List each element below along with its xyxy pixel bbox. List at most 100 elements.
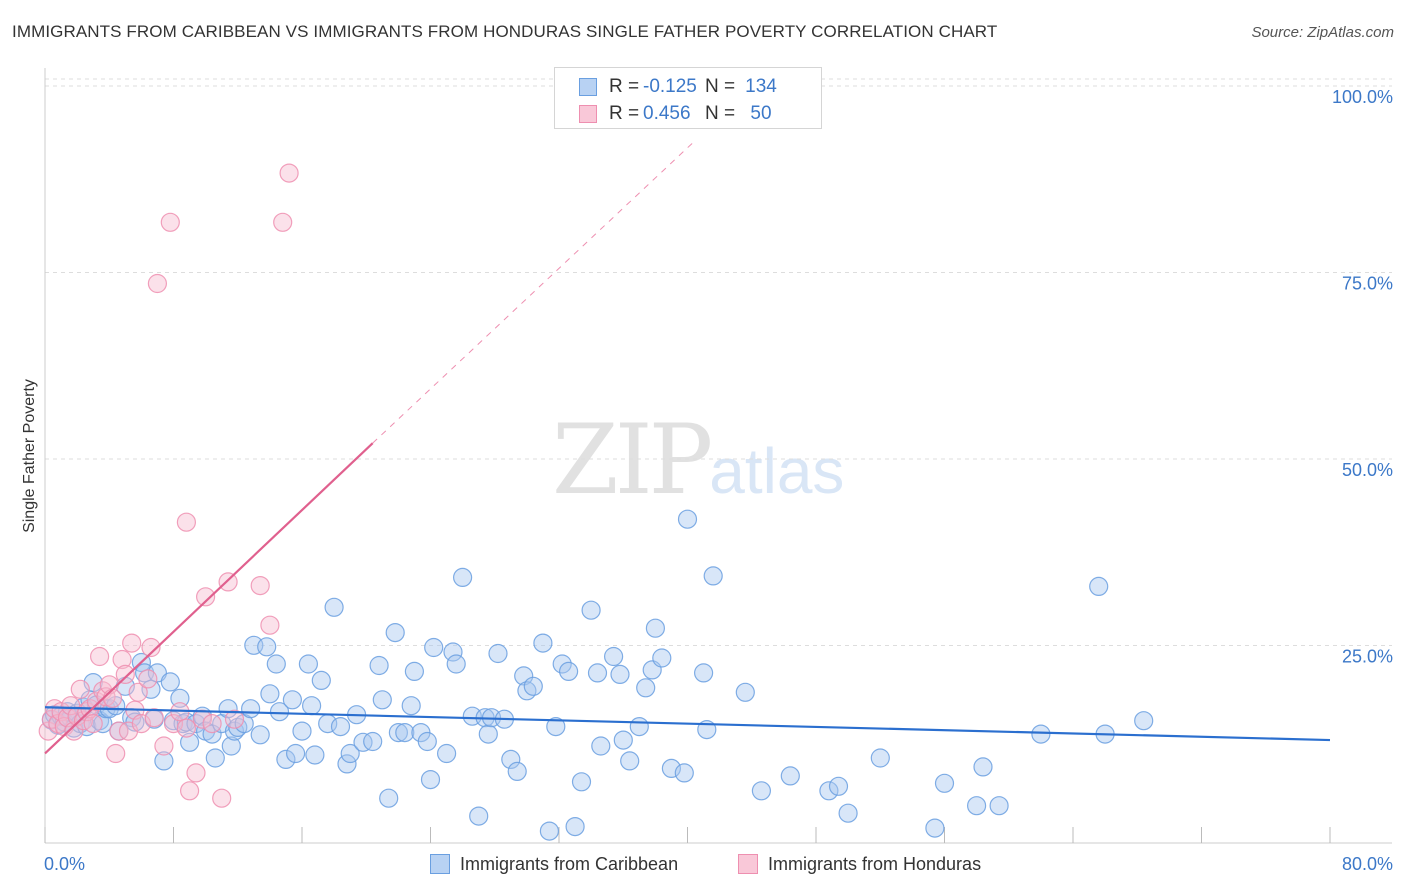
caribbean-point [565, 816, 585, 837]
honduras-point [154, 736, 174, 756]
legend-row-honduras: R = 0.456 N = 50 [579, 101, 781, 127]
stats-legend: R = -0.125 N = 134 R = 0.456 N = 50 [554, 67, 822, 129]
honduras-point [147, 273, 167, 294]
legend-item-caribbean: Immigrants from Caribbean [430, 852, 678, 876]
trend-lines [44, 141, 1331, 755]
caribbean-point [652, 648, 672, 668]
caribbean-point [337, 754, 357, 774]
chart-title: IMMIGRANTS FROM CARIBBEAN VS IMMIGRANTS … [12, 22, 998, 41]
honduras-point [122, 633, 142, 653]
honduras-point [202, 713, 222, 734]
caribbean-point [677, 509, 698, 529]
caribbean-point [385, 622, 405, 643]
n-label: N = [705, 76, 736, 97]
n-value: 50 [750, 103, 772, 124]
r-value: -0.125 [643, 76, 697, 97]
honduras-point [89, 646, 110, 667]
honduras-point [176, 718, 196, 738]
y-tick-label: 25.0% [1342, 647, 1393, 667]
honduras-point [115, 664, 135, 685]
caribbean-point [1089, 576, 1109, 597]
honduras-point [102, 688, 123, 708]
x-tick-label: 80.0% [1342, 854, 1393, 874]
caribbean-point [533, 633, 553, 653]
source-label: Source: ZipAtlas.com [1251, 24, 1394, 41]
caribbean-point [934, 773, 955, 793]
honduras-legend-swatch [738, 854, 758, 874]
caribbean-point [735, 682, 755, 702]
caribbean-point [552, 654, 572, 674]
caribbean-point [973, 757, 993, 777]
caribbean-point [587, 663, 608, 683]
honduras-point [70, 679, 90, 699]
grid [45, 78, 1392, 646]
honduras-point [160, 212, 180, 232]
caribbean-point [363, 731, 383, 752]
honduras-point [83, 713, 103, 734]
y-tick-label: 50.0% [1342, 460, 1393, 480]
honduras-point [273, 212, 293, 232]
caribbean-point [372, 690, 392, 710]
caribbean-point [180, 732, 200, 752]
caribbean-point [1031, 724, 1051, 744]
honduras-point [141, 637, 161, 658]
honduras-point [106, 743, 126, 764]
honduras-trend-extension [372, 141, 695, 444]
caribbean-point [613, 730, 633, 750]
caribbean-point [925, 818, 945, 838]
caribbean-point [420, 769, 441, 790]
honduras-point [260, 615, 280, 635]
honduras-swatch [579, 105, 597, 123]
caribbean-point [693, 663, 714, 683]
caribbean-point [674, 763, 694, 783]
caribbean-point [989, 796, 1009, 816]
caribbean-point [266, 654, 286, 674]
caribbean-point [221, 736, 241, 756]
caribbean-point [353, 732, 373, 752]
caribbean-point [469, 806, 489, 826]
r-label: R = [609, 103, 640, 124]
data-points [38, 163, 1154, 841]
caribbean-point [501, 749, 521, 770]
caribbean-point [282, 690, 302, 710]
tick-labels: 25.0% 50.0% 75.0% 100.0% 0.0% 80.0% [44, 87, 1393, 874]
caribbean-point [446, 654, 466, 674]
caribbean-point [260, 684, 280, 704]
caribbean-point [838, 803, 858, 823]
caribbean-point [620, 751, 640, 771]
caribbean-point [388, 722, 408, 743]
caribbean-point [269, 702, 290, 722]
caribbean-point [870, 748, 890, 768]
caribbean-point [478, 724, 498, 744]
watermark-atlas: atlas [709, 435, 845, 507]
legend-label-caribbean: Immigrants from Caribbean [460, 853, 679, 874]
caribbean-point [154, 751, 174, 771]
caribbean-point [645, 618, 666, 638]
honduras-trend-line [44, 442, 374, 755]
caribbean-point [302, 696, 322, 716]
legend-item-honduras: Immigrants from Honduras [738, 852, 981, 876]
caribbean-swatch [579, 78, 597, 96]
honduras-point [180, 781, 200, 801]
caribbean-point [305, 745, 325, 765]
y-tick-label: 75.0% [1342, 274, 1393, 294]
caribbean-point [828, 776, 849, 796]
caribbean-point [558, 661, 579, 682]
honduras-point [64, 721, 84, 741]
caribbean-point [1134, 711, 1154, 731]
caribbean-point [404, 661, 424, 682]
caribbean-point [292, 721, 312, 741]
caribbean-trend-line [44, 706, 1331, 742]
x-tick-label: 0.0% [44, 854, 85, 874]
caribbean-point [340, 743, 360, 764]
watermark-zip: ZIP [552, 404, 713, 516]
honduras-point [86, 691, 107, 711]
honduras-point [112, 649, 132, 670]
honduras-point [186, 763, 206, 783]
legend-row-caribbean: R = -0.125 N = 134 [579, 74, 781, 100]
honduras-point [196, 587, 216, 607]
caribbean-point [395, 722, 415, 743]
n-value: 134 [745, 76, 777, 97]
r-value: 0.456 [643, 103, 691, 124]
